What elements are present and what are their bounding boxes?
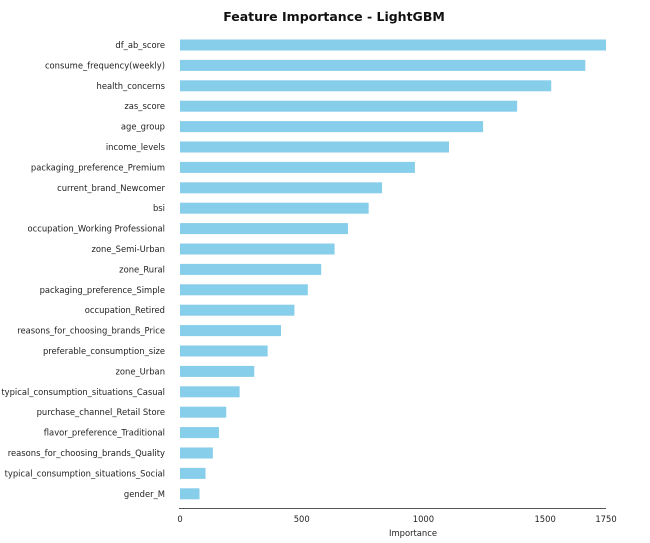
- bar: [180, 39, 606, 51]
- x-tick-label: 1000: [413, 514, 434, 524]
- x-tick-labels: 0 500 1000 1500 1750: [177, 514, 616, 524]
- bar: [180, 304, 295, 316]
- bar: [180, 121, 484, 133]
- bar: [180, 467, 206, 479]
- y-tick-label: reasons_for_choosing_brands_Quality: [8, 448, 165, 458]
- y-tick-label: purchase_channel_Retail Store: [37, 407, 165, 417]
- bar: [180, 161, 415, 173]
- x-tick-label: 500: [294, 514, 310, 524]
- y-tick-label: reasons_for_choosing_brands_Price: [17, 326, 165, 336]
- y-tick-label: df_ab_score: [115, 40, 165, 50]
- chart-title: Feature Importance - LightGBM: [223, 9, 445, 24]
- bar: [180, 386, 240, 398]
- bar: [180, 263, 322, 275]
- bar: [180, 488, 200, 500]
- y-tick-label: preferable_consumption_size: [43, 346, 165, 356]
- y-tick-label: age_group: [121, 122, 165, 132]
- y-tick-label: zone_Semi-Urban: [92, 244, 165, 254]
- bar: [180, 406, 227, 418]
- y-tick-label: zone_Rural: [119, 264, 165, 274]
- x-tick-label: 1500: [534, 514, 555, 524]
- y-tick-label: zas_score: [124, 101, 165, 111]
- y-tick-label: current_brand_Newcomer: [57, 183, 165, 193]
- y-tick-label: packaging_preference_Premium: [31, 162, 165, 172]
- y-tick-label: bsi: [153, 203, 165, 213]
- y-tick-label: packaging_preference_Simple: [40, 285, 165, 295]
- y-tick-label: typical_consumption_situations_Casual: [1, 387, 165, 397]
- y-tick-label: zone_Urban: [116, 366, 166, 376]
- bar: [180, 345, 268, 357]
- bar: [180, 284, 308, 296]
- y-tick-label: typical_consumption_situations_Social: [5, 468, 165, 478]
- y-tick-label: flavor_preference_Traditional: [44, 428, 165, 438]
- y-tick-labels: df_ab_score consume_frequency(weekly)heal…: [1, 40, 165, 499]
- x-axis-label: Importance: [389, 528, 437, 538]
- bar: [180, 243, 335, 255]
- bar: [180, 427, 219, 439]
- y-tick-label: health_concerns: [97, 81, 165, 91]
- bar: [180, 100, 518, 112]
- y-tick-label: consume_frequency(weekly): [45, 60, 165, 70]
- bar: [180, 80, 552, 92]
- bar: [180, 325, 282, 337]
- bar: [180, 223, 348, 235]
- bar: [180, 59, 586, 71]
- y-tick-label: gender_M: [124, 489, 165, 499]
- bar: [180, 447, 213, 459]
- bar: [180, 141, 449, 153]
- x-tick-label: 1750: [595, 514, 616, 524]
- bar: [180, 202, 369, 214]
- bar: [180, 365, 255, 377]
- y-tick-label: occupation_Working Professional: [28, 224, 165, 234]
- y-tick-label: income_levels: [106, 142, 165, 152]
- y-tick-label: occupation_Retired: [85, 305, 165, 315]
- x-tick-label: 0: [177, 514, 182, 524]
- bar: [180, 182, 383, 194]
- bars-group: [180, 39, 606, 500]
